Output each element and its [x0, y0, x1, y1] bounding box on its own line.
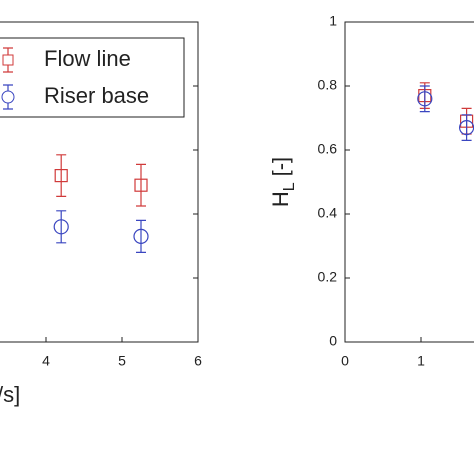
y-tick-label: 0.4: [318, 205, 338, 221]
y-label-unit: [-]: [268, 157, 293, 177]
y-tick-label: 0.2: [318, 269, 338, 285]
x-tick-label: 0: [341, 353, 349, 369]
circle-marker: [53, 219, 69, 235]
error-bar: [419, 85, 430, 113]
x-tick-label: 4: [42, 353, 50, 369]
circle-marker: [417, 91, 433, 107]
error-bar: [461, 114, 472, 141]
left-axes-box: [0, 21, 199, 343]
y-label-main: H: [268, 191, 293, 207]
y-tick-label: 1: [329, 13, 337, 29]
square-marker: [134, 178, 148, 192]
circle-marker: [133, 228, 149, 244]
right-axes-box: [344, 21, 474, 343]
x-axis-label: /s]: [0, 382, 20, 407]
error-bar: [136, 219, 146, 253]
square-marker: [54, 169, 68, 183]
legend-marker: [1, 90, 15, 104]
legend-marker: [2, 54, 14, 66]
legend-label: Riser base: [44, 83, 149, 108]
legend-box: [0, 37, 185, 118]
y-label-subscript: L: [281, 182, 298, 191]
y-axis-label: HL [-]: [268, 157, 298, 207]
y-tick-label: 0: [329, 333, 337, 349]
y-tick-label: 0.8: [318, 77, 338, 93]
error-bar: [56, 210, 67, 244]
x-tick-label: 1: [417, 353, 425, 369]
error-bar: [56, 154, 67, 197]
y-tick-label: 0.6: [318, 141, 338, 157]
x-tick-label: 5: [118, 353, 126, 369]
error-bar: [136, 163, 146, 207]
x-tick-label: 6: [194, 353, 202, 369]
legend-label: Flow line: [44, 46, 131, 71]
